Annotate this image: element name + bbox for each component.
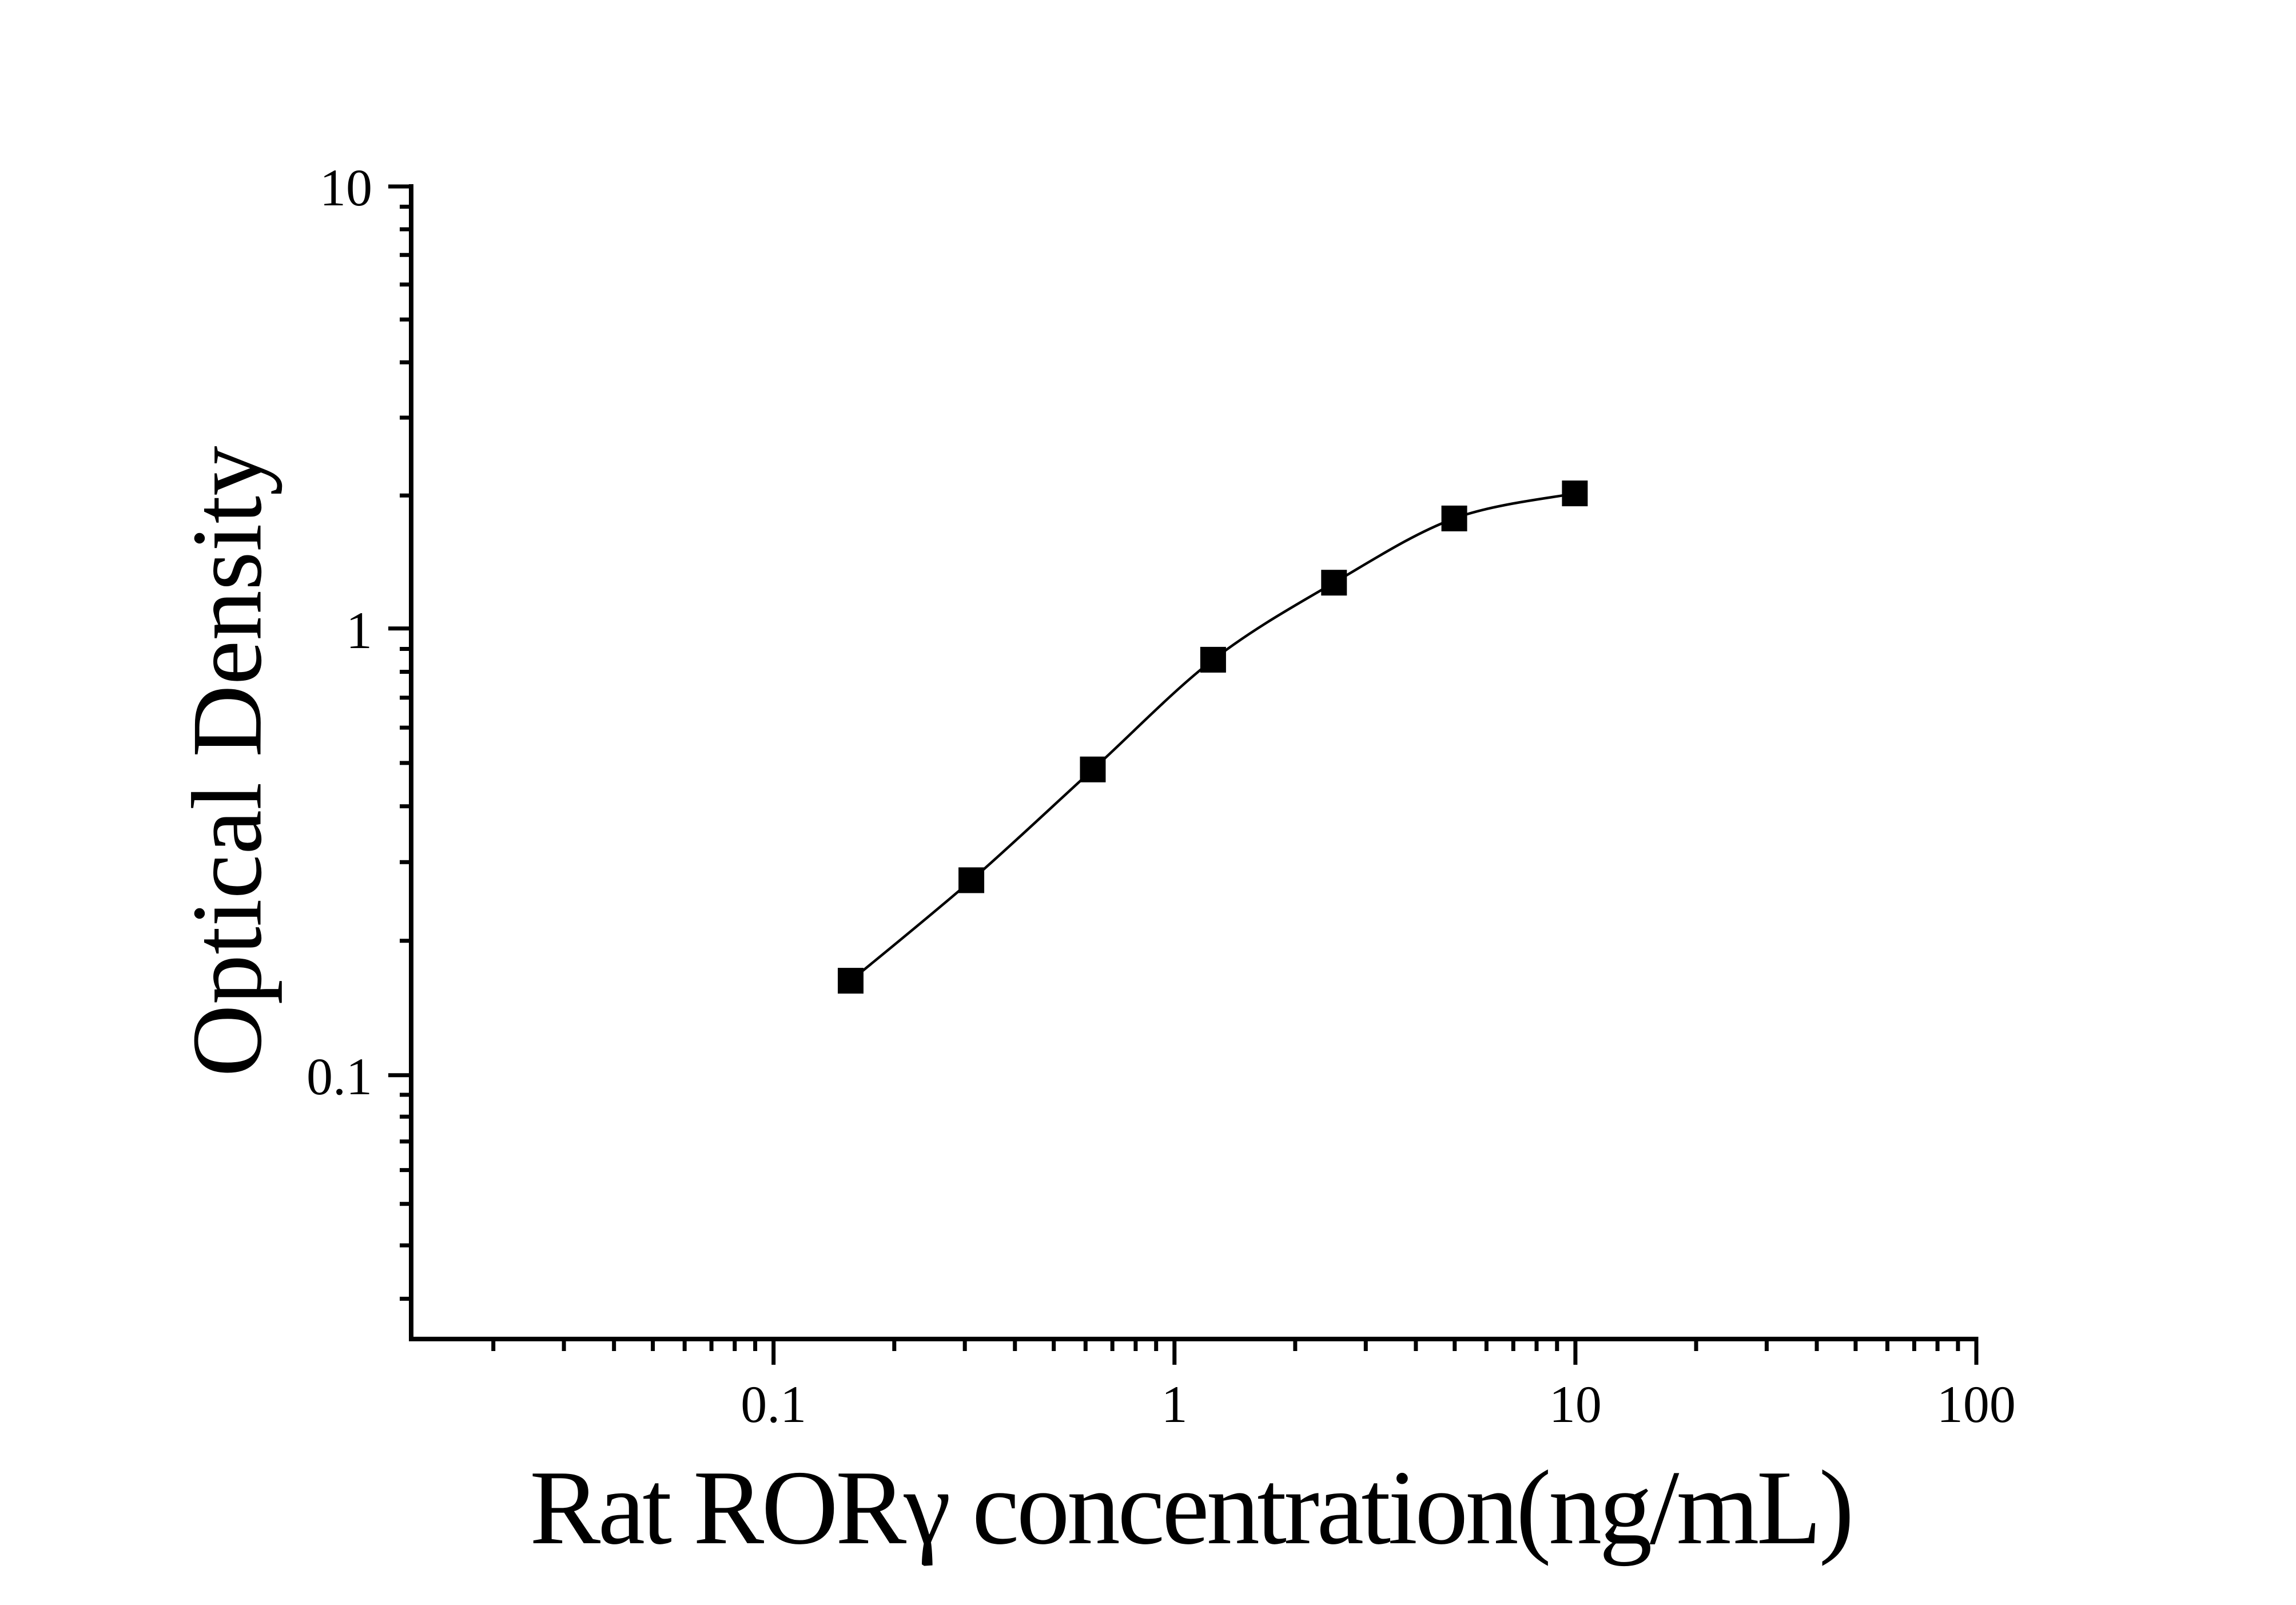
svg-text:Rat RORγ concentration(ng/mL): Rat RORγ concentration(ng/mL): [530, 1449, 1852, 1567]
svg-text:0.1: 0.1: [741, 1375, 806, 1433]
svg-text:1: 1: [346, 601, 372, 660]
svg-text:100: 100: [1937, 1375, 2016, 1433]
svg-text:Optical Density: Optical Density: [172, 446, 282, 1076]
svg-text:1: 1: [1161, 1375, 1188, 1433]
svg-text:10: 10: [1549, 1375, 1602, 1433]
svg-text:10: 10: [320, 158, 372, 217]
svg-text:0.1: 0.1: [307, 1047, 372, 1106]
